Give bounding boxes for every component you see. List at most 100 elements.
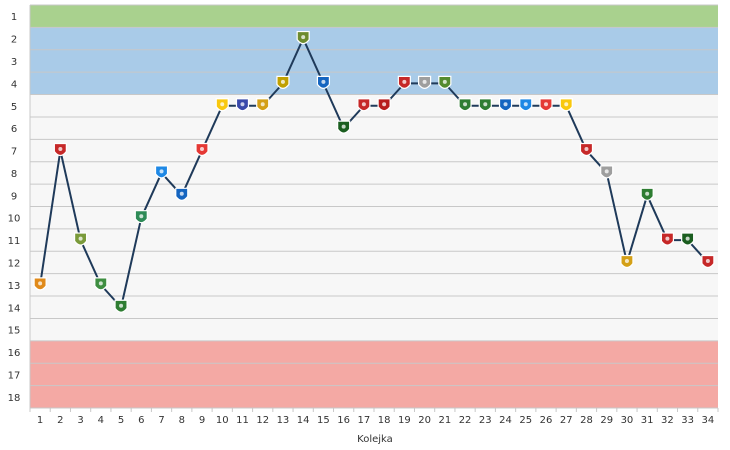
club-crest-icon <box>33 277 47 291</box>
x-tick-label: 21 <box>438 415 451 426</box>
crest-dot <box>139 214 144 219</box>
club-crest-icon <box>681 232 695 246</box>
band-4 <box>30 340 718 408</box>
series-line <box>39 37 709 309</box>
crest-dot <box>220 102 225 107</box>
club-crest-icon <box>276 75 290 89</box>
band-1 <box>30 5 718 28</box>
club-crest-icon <box>337 120 351 134</box>
club-crest-icon <box>660 232 675 246</box>
club-crest-icon <box>539 98 553 112</box>
crest-dot <box>544 102 548 107</box>
x-tick-label: 23 <box>479 415 492 426</box>
y-tick-label: 4 <box>11 79 17 90</box>
crest-dot <box>98 281 103 286</box>
y-tick-label: 17 <box>8 370 21 381</box>
crest-dot <box>260 102 265 107</box>
crest-dot <box>624 258 629 263</box>
club-crest-icon <box>256 98 270 112</box>
club-crest-icon <box>175 187 189 201</box>
club-crest-icon <box>620 254 634 269</box>
club-crest-icon <box>579 142 594 157</box>
x-tick-label: 7 <box>158 415 164 426</box>
x-tick-label: 24 <box>499 415 512 426</box>
y-tick-label: 2 <box>11 35 17 46</box>
club-crest-icon <box>640 187 654 201</box>
series-markers <box>33 30 715 313</box>
x-axis-label: Kolejka <box>357 434 393 445</box>
x-tick-label: 30 <box>621 415 634 426</box>
y-tick-label: 9 <box>11 191 17 202</box>
club-crest-icon <box>438 75 452 89</box>
x-tick-label: 4 <box>98 415 104 426</box>
y-tick-label: 12 <box>8 258 21 269</box>
position-line <box>39 37 709 309</box>
crest-dot <box>361 102 366 107</box>
crest-dot <box>645 191 650 196</box>
club-crest-icon <box>134 210 148 224</box>
x-tick-label: 32 <box>661 415 674 426</box>
crest-dot <box>200 147 204 152</box>
x-tick-label: 12 <box>256 415 269 426</box>
x-tick-label: 3 <box>77 415 83 426</box>
x-tick-label: 10 <box>216 415 229 426</box>
crest-dot <box>78 236 83 241</box>
x-axis-ticks: 1 2 3 4 5 6 7 8 9 10 11 12 13 14 15 16 17 18 19 20 21 22 23 24 2… <box>37 415 714 426</box>
club-crest-icon <box>377 98 391 112</box>
crest-dot <box>584 147 589 152</box>
club-crest-icon <box>114 299 128 313</box>
club-crest-icon <box>357 98 371 112</box>
club-crest-icon <box>94 277 108 291</box>
x-tick-label: 8 <box>179 415 185 426</box>
x-tick-label: 26 <box>540 415 553 426</box>
y-tick-label: 16 <box>8 348 21 359</box>
x-tick-label: 34 <box>702 415 715 426</box>
x-tick-label: 5 <box>118 415 124 426</box>
club-crest-icon <box>235 98 250 112</box>
crest-dot <box>119 303 124 308</box>
crest-dot <box>38 281 43 286</box>
crest-dot <box>422 79 427 84</box>
crest-dot <box>179 191 184 196</box>
club-crest-icon <box>53 142 67 157</box>
x-tick-label: 27 <box>560 415 573 426</box>
club-crest-icon <box>498 98 513 112</box>
crest-dot <box>523 102 528 107</box>
x-tick-label: 6 <box>138 415 144 426</box>
crest-dot <box>665 236 670 241</box>
x-tick-label: 1 <box>37 415 43 426</box>
x-tick-label: 29 <box>600 415 613 426</box>
club-crest-icon <box>417 75 432 89</box>
x-tick-label: 20 <box>418 415 431 426</box>
crest-dot <box>301 35 306 40</box>
y-tick-label: 8 <box>11 169 17 180</box>
x-tick-label: 9 <box>199 415 205 426</box>
crest-dot <box>604 169 609 174</box>
crest-dot <box>402 79 407 84</box>
club-crest-icon <box>73 232 88 246</box>
crest-dot <box>159 169 164 174</box>
club-crest-icon <box>701 254 715 269</box>
crest-dot <box>58 147 63 152</box>
club-crest-icon <box>296 30 310 45</box>
y-tick-label: 14 <box>8 303 21 314</box>
y-tick-label: 7 <box>11 147 17 158</box>
x-tick-label: 17 <box>358 415 371 426</box>
x-tick-label: 14 <box>297 415 310 426</box>
x-tick-label: 25 <box>519 415 532 426</box>
x-tick-label: 22 <box>459 415 472 426</box>
y-tick-label: 6 <box>11 124 17 135</box>
grid-lines <box>29 4 719 412</box>
club-crest-icon <box>458 98 472 112</box>
club-crest-icon <box>195 142 209 157</box>
crest-dot <box>564 102 569 107</box>
crest-dot <box>503 102 508 107</box>
y-tick-label: 18 <box>8 393 21 404</box>
club-crest-icon <box>478 98 492 112</box>
crest-dot <box>382 102 387 107</box>
x-tick-label: 15 <box>317 415 330 426</box>
x-tick-label: 31 <box>641 415 654 426</box>
crest-dot <box>463 102 468 107</box>
club-crest-icon <box>397 75 411 89</box>
